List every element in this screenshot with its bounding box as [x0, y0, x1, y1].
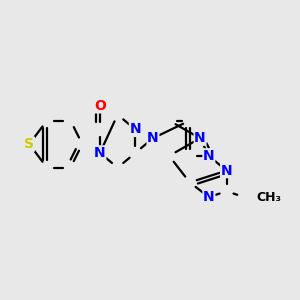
- Text: N: N: [203, 149, 215, 163]
- Text: N: N: [194, 131, 206, 145]
- Text: N: N: [94, 146, 106, 160]
- Text: O: O: [94, 99, 106, 113]
- Text: N: N: [203, 190, 215, 204]
- Text: N: N: [221, 164, 232, 178]
- Text: CH₃: CH₃: [256, 190, 281, 204]
- Text: S: S: [24, 137, 34, 151]
- Text: N: N: [147, 131, 159, 145]
- Text: N: N: [130, 122, 141, 136]
